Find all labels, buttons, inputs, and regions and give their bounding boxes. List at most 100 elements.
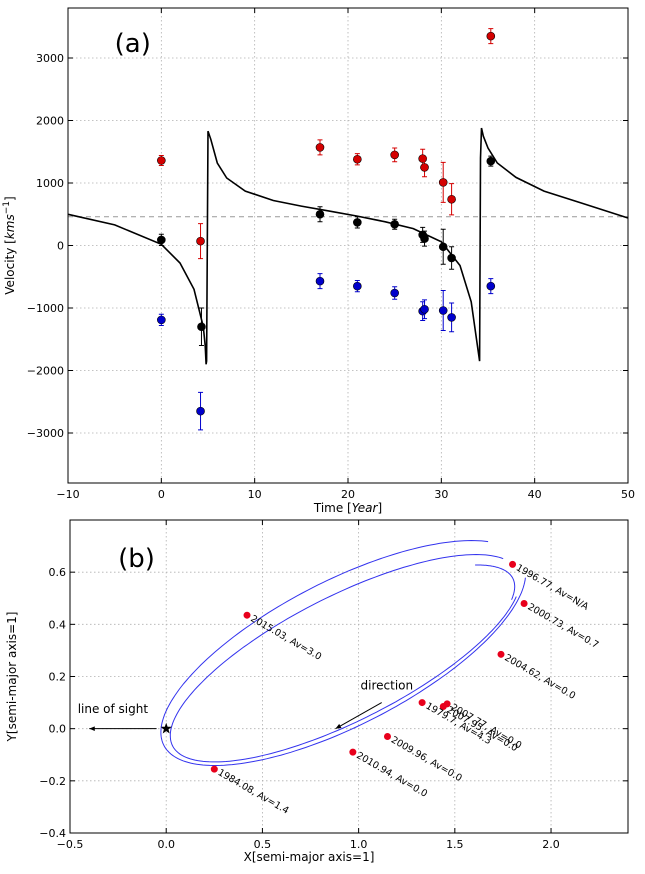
- x-tick-label: 1.5: [446, 838, 464, 851]
- epoch-marker: [349, 748, 357, 756]
- x-tick-label: 50: [621, 488, 635, 501]
- data-point: [390, 218, 399, 230]
- epoch-point: 2000.73, Av=0.7: [520, 599, 601, 652]
- x-tick-label: 0: [158, 488, 165, 501]
- epoch-marker: [509, 560, 517, 568]
- y-tick-label: 0.2: [49, 671, 67, 684]
- marker: [315, 143, 325, 152]
- marker: [418, 154, 427, 163]
- data-point: [447, 246, 456, 270]
- x-tick-label: 0.0: [157, 838, 175, 851]
- marker: [447, 313, 456, 322]
- y-tick-label: 0.6: [49, 566, 67, 579]
- marker: [486, 156, 496, 166]
- epoch-point: 2015.03, Av=3.0: [243, 611, 324, 663]
- marker: [157, 235, 166, 245]
- line-of-sight-label: line of sight: [78, 702, 149, 716]
- model-curve: [67, 127, 629, 365]
- arrow-shaft: [335, 702, 382, 730]
- marker: [315, 276, 325, 286]
- epoch-marker: [383, 732, 391, 740]
- marker: [438, 242, 448, 252]
- direction-arrow: [335, 702, 382, 730]
- data-point: [447, 183, 456, 216]
- marker: [447, 194, 456, 204]
- data-point: [418, 148, 427, 169]
- data-point: [315, 139, 325, 156]
- y-tick-label: −0.2: [39, 775, 66, 788]
- data-point: [438, 290, 448, 331]
- data-point: [438, 161, 448, 203]
- epoch-label: 2004.62, Av=0.0: [503, 652, 578, 702]
- x-tick-label: 0.5: [254, 838, 272, 851]
- marker: [390, 288, 399, 298]
- star-marker: [160, 722, 172, 734]
- data-point: [157, 313, 166, 326]
- epoch-marker: [418, 699, 426, 707]
- x-tick-label: 20: [341, 488, 355, 501]
- marker: [353, 218, 362, 227]
- epoch-label: 2015.03, Av=3.0: [249, 613, 324, 663]
- x-tick-label: 30: [434, 488, 448, 501]
- panel-label: (a): [115, 29, 151, 59]
- marker: [197, 322, 206, 332]
- marker: [438, 306, 448, 315]
- data-point: [353, 153, 362, 166]
- y-tick-label: −3000: [27, 427, 64, 440]
- epoch-point: 2007.95, Av=0.0: [439, 702, 520, 755]
- x-axis-label: X[semi-major axis=1]: [244, 850, 375, 864]
- data-point: [353, 216, 362, 229]
- marker: [157, 156, 166, 165]
- marker: [420, 234, 429, 243]
- data-point: [438, 228, 448, 265]
- marker: [390, 150, 399, 160]
- data-point: [486, 155, 496, 167]
- data-point: [390, 286, 399, 300]
- x-tick-label: −0.5: [57, 838, 84, 851]
- marker: [315, 209, 325, 219]
- data-point: [447, 302, 456, 333]
- panel-a: −10 0 10 20 30 40 50 −3000 −2000 −1000 0 1000 2000 30…: [2, 7, 635, 515]
- y-tick-label: −0.4: [39, 827, 66, 840]
- orbit-segment: [475, 564, 516, 600]
- y-tick-label: −2000: [27, 365, 64, 378]
- y-tick-label: 3000: [36, 52, 64, 65]
- epoch-label: 2000.73, Av=0.7: [526, 602, 601, 652]
- arrow-head: [335, 723, 342, 729]
- y-tick-label: 0.4: [49, 618, 67, 631]
- data-point: [420, 157, 429, 178]
- epoch-point: 2004.62, Av=0.0: [497, 650, 578, 702]
- x-axis-label: Time [Year]: [313, 501, 382, 515]
- y-tick-label: 0: [57, 240, 64, 253]
- epoch-marker: [497, 650, 505, 658]
- x-tick-label: 1.0: [350, 838, 368, 851]
- direction-label: direction: [361, 679, 414, 693]
- x-tick-label: −10: [56, 488, 79, 501]
- marker: [196, 406, 205, 416]
- marker: [486, 31, 496, 41]
- line-of-sight-arrow: [89, 726, 157, 732]
- marker: [390, 219, 399, 229]
- epoch-label: 2007.95, Av=0.0: [445, 705, 520, 755]
- marker: [353, 154, 362, 164]
- y-tick-label: 2000: [36, 115, 64, 128]
- x-tick-label: 2.0: [542, 838, 560, 851]
- marker: [438, 178, 448, 187]
- y-axis-label: Y[semi-major axis=1]: [5, 612, 19, 743]
- marker: [353, 281, 362, 291]
- epoch-marker: [210, 765, 218, 773]
- y-tick-label: −1000: [27, 302, 64, 315]
- marker: [420, 304, 429, 314]
- epoch-marker: [439, 702, 447, 710]
- data-point: [315, 273, 325, 290]
- marker: [486, 281, 496, 291]
- y-axis-label: Velocity [kms−1]: [2, 196, 17, 294]
- epoch-point: 1984.08, Av=1.4: [210, 765, 291, 817]
- data-point: [196, 391, 205, 431]
- data-point: [390, 147, 399, 163]
- marker: [196, 236, 205, 246]
- x-tick-label: 40: [528, 488, 542, 501]
- marker: [420, 163, 429, 172]
